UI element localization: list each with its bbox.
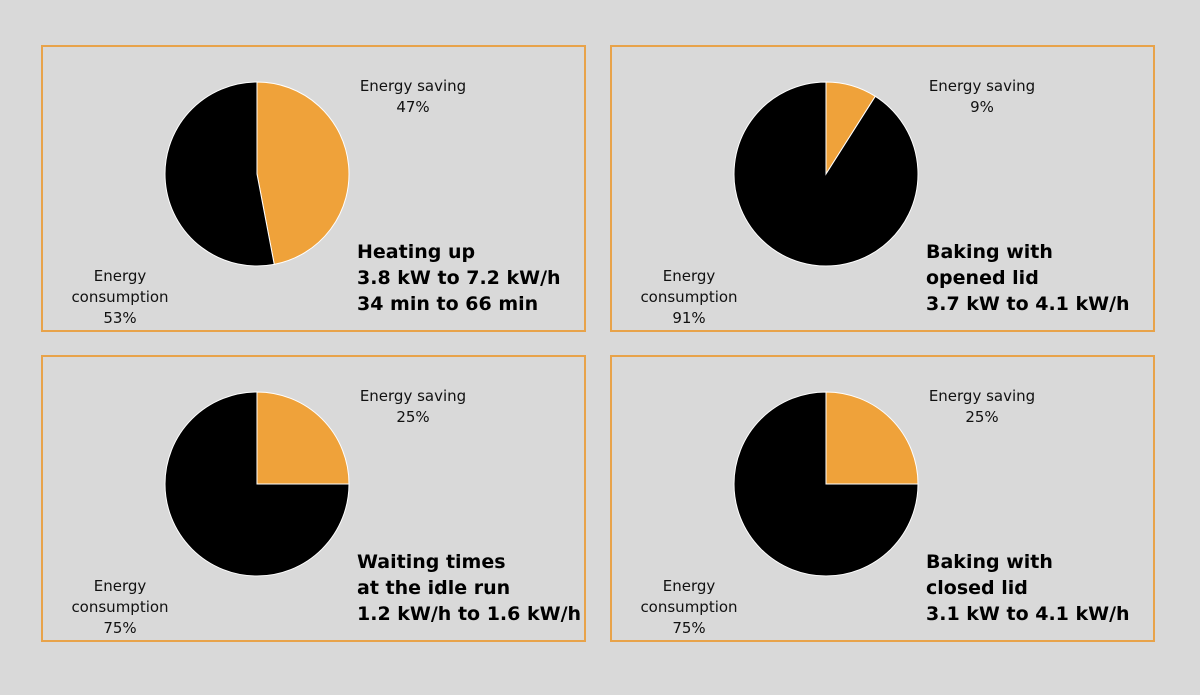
pie-slice-saving <box>825 391 919 485</box>
pie-panel-waiting-times: Energy saving 25% Energy consumption 75%… <box>41 355 586 642</box>
chart-caption: Heating up 3.8 kW to 7.2 kW/h 34 min to … <box>357 239 561 317</box>
saving-label: Energy saving 25% <box>353 386 473 428</box>
saving-label-text: Energy saving <box>359 77 467 95</box>
consumption-value: 75% <box>103 619 137 637</box>
pie-chart <box>733 81 919 267</box>
caption-line-1: Baking with <box>926 551 1053 573</box>
caption-line-2: at the idle run <box>357 577 511 599</box>
caption-line-2: opened lid <box>926 267 1039 289</box>
saving-label: Energy saving 9% <box>922 76 1042 118</box>
consumption-label-text: Energy consumption <box>71 577 169 616</box>
consumption-label-text: Energy consumption <box>640 577 738 616</box>
chart-caption: Baking with closed lid 3.1 kW to 4.1 kW/… <box>926 549 1130 627</box>
consumption-value: 75% <box>672 619 706 637</box>
consumption-label: Energy consumption 75% <box>43 576 197 639</box>
consumption-value: 91% <box>672 309 706 327</box>
caption-line-3: 3.1 kW to 4.1 kW/h <box>926 603 1130 625</box>
pie-panel-heating-up: Energy saving 47% Energy consumption 53%… <box>41 45 586 332</box>
pie-panel-baking-opened-lid: Energy saving 9% Energy consumption 91% … <box>610 45 1155 332</box>
saving-label-text: Energy saving <box>928 387 1036 405</box>
pie-slice-consumption <box>733 81 919 267</box>
caption-line-1: Baking with <box>926 241 1053 263</box>
pie-slice-saving <box>256 391 350 485</box>
chart-caption: Baking with opened lid 3.7 kW to 4.1 kW/… <box>926 239 1130 317</box>
pie-panel-baking-closed-lid: Energy saving 25% Energy consumption 75%… <box>610 355 1155 642</box>
saving-value: 9% <box>970 98 994 116</box>
saving-value: 25% <box>396 408 430 426</box>
caption-line-1: Waiting times <box>357 551 506 573</box>
pie-chart <box>164 81 350 267</box>
consumption-label: Energy consumption 91% <box>612 266 766 329</box>
saving-label-text: Energy saving <box>359 387 467 405</box>
caption-line-3: 3.7 kW to 4.1 kW/h <box>926 293 1130 315</box>
pie-chart <box>733 391 919 577</box>
caption-line-3: 34 min to 66 min <box>357 293 539 315</box>
pie-slice-consumption <box>164 391 350 577</box>
caption-line-1: Heating up <box>357 241 476 263</box>
pie-slice-consumption <box>733 391 919 577</box>
saving-label-text: Energy saving <box>928 77 1036 95</box>
pie-chart <box>164 391 350 577</box>
consumption-label-text: Energy consumption <box>71 267 169 306</box>
consumption-label: Energy consumption 75% <box>612 576 766 639</box>
pie-slice-consumption <box>164 81 275 267</box>
pie-slice-saving <box>256 81 350 265</box>
chart-caption: Waiting times at the idle run 1.2 kW/h t… <box>357 549 581 627</box>
consumption-label: Energy consumption 53% <box>43 266 197 329</box>
saving-value: 25% <box>965 408 999 426</box>
caption-line-3: 1.2 kW/h to 1.6 kW/h <box>357 603 582 625</box>
caption-line-2: closed lid <box>926 577 1028 599</box>
consumption-label-text: Energy consumption <box>640 267 738 306</box>
caption-line-2: 3.8 kW to 7.2 kW/h <box>357 267 561 289</box>
saving-label: Energy saving 47% <box>353 76 473 118</box>
saving-value: 47% <box>396 98 430 116</box>
saving-label: Energy saving 25% <box>922 386 1042 428</box>
consumption-value: 53% <box>103 309 137 327</box>
